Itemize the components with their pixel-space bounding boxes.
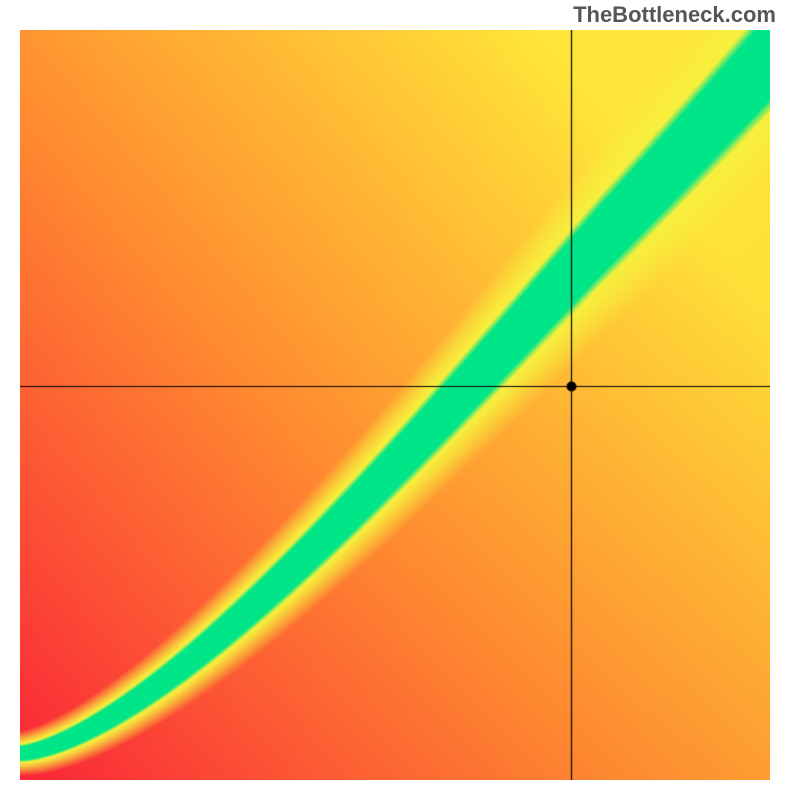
crosshair-overlay: [20, 30, 770, 780]
chart-container: TheBottleneck.com: [0, 0, 800, 800]
watermark-text: TheBottleneck.com: [573, 2, 776, 28]
plot-area: [20, 30, 770, 780]
